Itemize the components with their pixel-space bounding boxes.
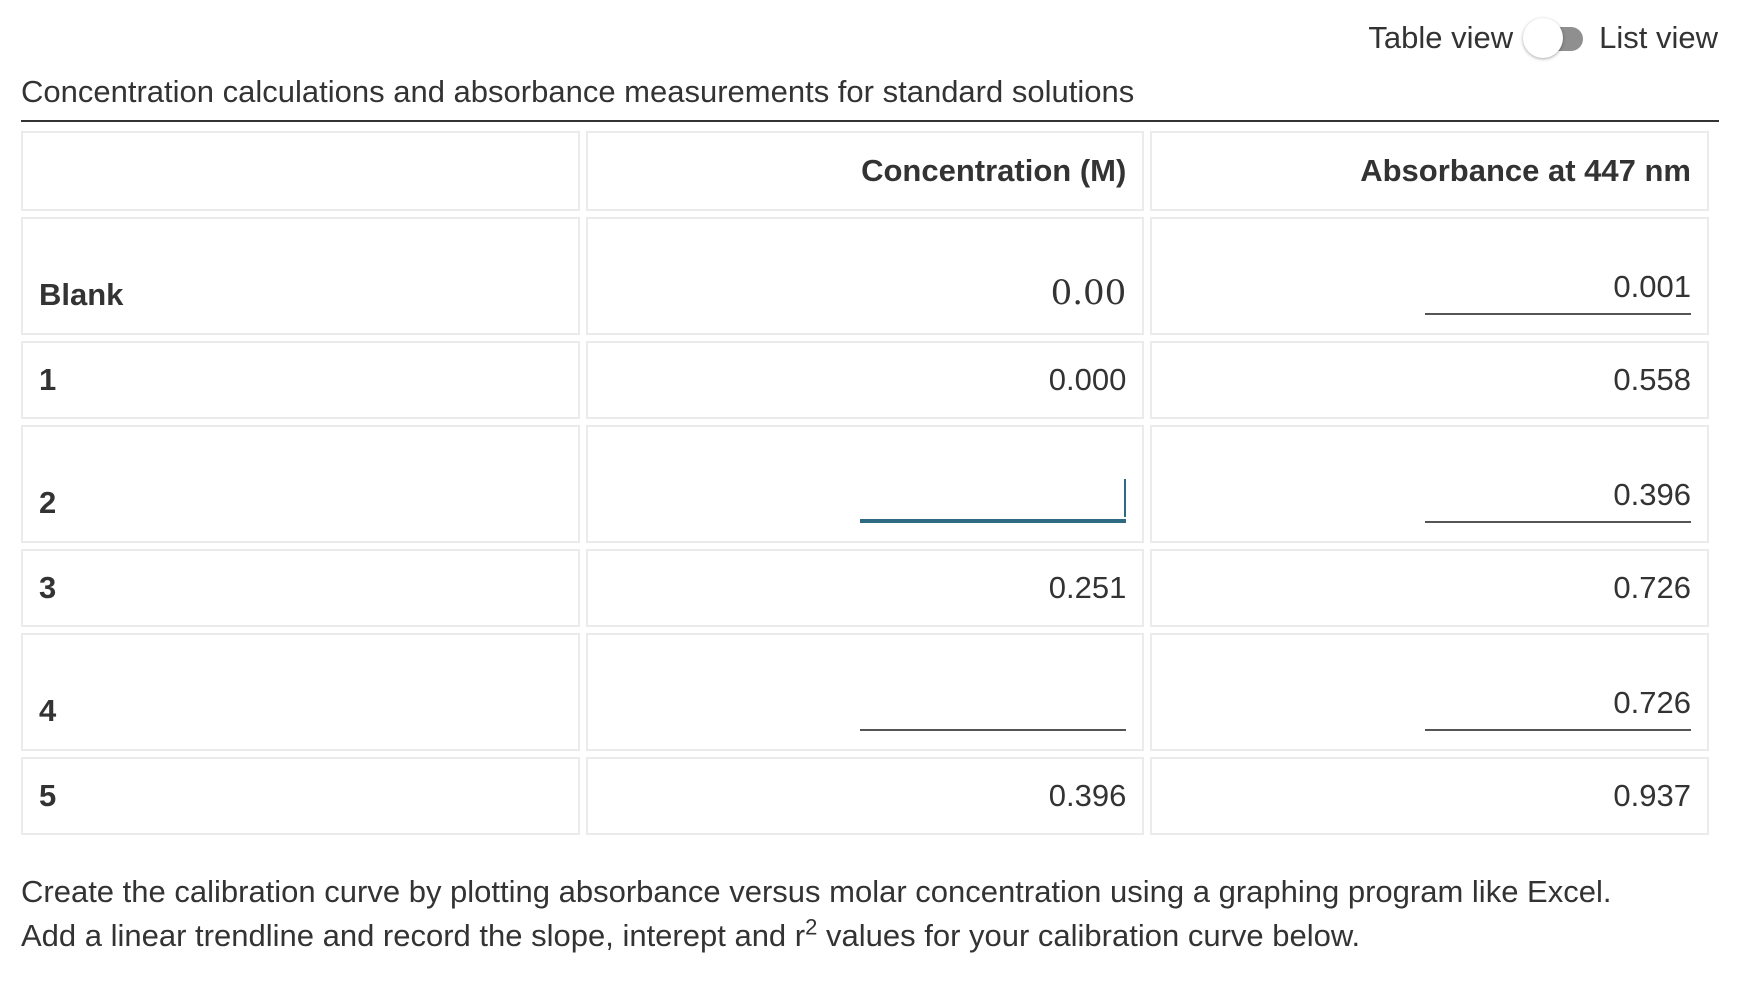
absorbance-value: 0.558 — [1150, 341, 1709, 419]
header-concentration: Concentration (M) — [585, 131, 1145, 211]
concentration-input[interactable] — [860, 467, 1127, 523]
view-toggle-switch[interactable] — [1523, 18, 1589, 58]
concentration-value: 0.396 — [585, 757, 1145, 835]
absorbance-cell: 0.396 — [1150, 425, 1709, 543]
text-caret — [1124, 479, 1127, 517]
table-caption: Concentration calculations and absorbanc… — [21, 74, 1719, 122]
row-label: 1 — [21, 341, 580, 419]
table-view-label[interactable]: Table view — [1368, 20, 1514, 55]
concentration-cell — [585, 633, 1145, 751]
table-row: Blank 0.00 0.001 — [21, 217, 1709, 335]
header-absorbance: Absorbance at 447 nm — [1150, 131, 1709, 211]
concentration-value: 0.000 — [585, 341, 1145, 419]
row-label: Blank — [21, 217, 580, 335]
table-header-row: Concentration (M) Absorbance at 447 nm — [21, 131, 1709, 211]
instructions: Create the calibration curve by plotting… — [21, 870, 1719, 958]
header-blank — [21, 131, 580, 211]
table-row: 4 0.726 — [21, 633, 1709, 751]
instructions-line-2-start: Add a linear trendline and record the sl… — [21, 918, 806, 953]
table-row: 5 0.396 0.937 — [21, 757, 1709, 835]
row-label: 2 — [21, 425, 580, 543]
table-row: 2 0.396 — [21, 425, 1709, 543]
concentration-value: 0.251 — [585, 549, 1145, 627]
standards-table: Concentration (M) Absorbance at 447 nm B… — [15, 125, 1715, 841]
concentration-input[interactable] — [860, 675, 1127, 731]
absorbance-input[interactable]: 0.001 — [1425, 259, 1691, 315]
absorbance-value: 0.726 — [1150, 549, 1709, 627]
absorbance-cell: 0.726 — [1150, 633, 1709, 751]
table-row: 1 0.000 0.558 — [21, 341, 1709, 419]
toggle-knob[interactable] — [1523, 18, 1564, 58]
concentration-cell — [585, 425, 1145, 543]
absorbance-value: 0.937 — [1150, 757, 1709, 835]
absorbance-cell: 0.001 — [1150, 217, 1709, 335]
instructions-line-2: Add a linear trendline and record the sl… — [21, 914, 1719, 958]
r-squared-superscript: 2 — [805, 914, 818, 940]
instructions-line-1: Create the calibration curve by plotting… — [21, 874, 1612, 909]
instructions-line-2-end: values for your calibration curve below. — [817, 918, 1361, 953]
concentration-value: 0.00 — [585, 217, 1145, 335]
table-row: 3 0.251 0.726 — [21, 549, 1709, 627]
view-toggle: Table view List view — [1368, 18, 1718, 58]
row-label: 5 — [21, 757, 580, 835]
absorbance-input[interactable]: 0.726 — [1425, 675, 1691, 731]
list-view-label[interactable]: List view — [1599, 20, 1718, 55]
row-label: 4 — [21, 633, 580, 751]
row-label: 3 — [21, 549, 580, 627]
absorbance-input[interactable]: 0.396 — [1425, 467, 1691, 523]
